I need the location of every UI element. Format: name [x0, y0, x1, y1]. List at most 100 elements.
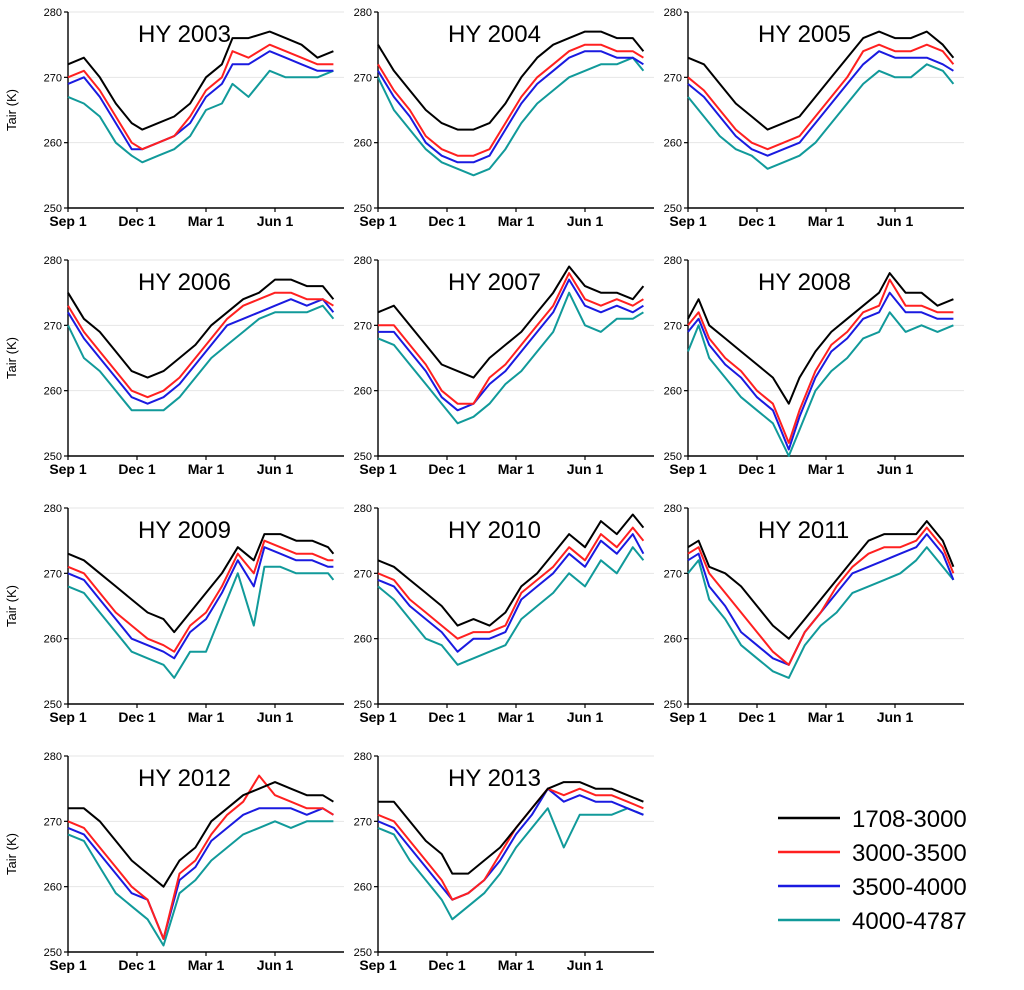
series-line — [377, 546, 645, 666]
x-tick-label: Sep 1 — [49, 213, 87, 229]
x-tick-label: Dec 1 — [738, 213, 776, 229]
x-tick-label: Dec 1 — [118, 709, 156, 725]
series-line — [377, 533, 645, 653]
series-line — [67, 291, 334, 399]
chart-title: HY 2003 — [138, 21, 231, 48]
series-line — [67, 774, 334, 940]
series-line — [67, 298, 335, 405]
y-axis-label: Tair (K) — [4, 89, 19, 131]
series-line — [67, 278, 335, 379]
x-tick-label: Mar 1 — [498, 957, 535, 973]
x-tick-label: Mar 1 — [808, 461, 845, 477]
y-tick-label: 270 — [664, 320, 682, 332]
series-line — [687, 546, 955, 679]
x-tick-label: Dec 1 — [118, 461, 156, 477]
x-tick-label: Dec 1 — [738, 461, 776, 477]
series-line — [687, 30, 955, 131]
x-tick-label: Mar 1 — [188, 461, 225, 477]
y-tick-label: 250 — [44, 203, 62, 215]
x-tick-label: Jun 1 — [567, 709, 604, 725]
chart-panel: 250 260 270 280 Sep 1 Dec 1 Mar 1 Jun 1 HY 2011 — [664, 503, 964, 725]
legend-label: 3500-4000 — [852, 874, 967, 901]
x-tick-label: Sep 1 — [359, 461, 397, 477]
y-tick-label: 270 — [44, 320, 62, 332]
x-tick-label: Mar 1 — [498, 461, 535, 477]
y-tick-label: 270 — [354, 816, 372, 828]
y-tick-label: 250 — [664, 699, 682, 711]
chart-panel: 250 260 270 280 Sep 1 Dec 1 Mar 1 Jun 1 HY 2008 — [664, 255, 964, 477]
series-line — [377, 807, 644, 921]
legend-item: 3500-4000 — [778, 874, 967, 901]
x-tick-label: Jun 1 — [877, 709, 914, 725]
y-tick-label: 280 — [44, 751, 62, 763]
series-line — [67, 820, 334, 947]
x-tick-label: Sep 1 — [49, 461, 87, 477]
y-tick-label: 250 — [354, 947, 372, 959]
y-tick-label: 280 — [44, 255, 62, 267]
y-tick-label: 270 — [354, 72, 372, 84]
chart-panel: 250 260 270 280 Sep 1 Dec 1 Mar 1 Jun 1 Tair (K)… — [4, 255, 344, 477]
series-line — [377, 30, 645, 131]
x-tick-label: Jun 1 — [257, 957, 294, 973]
x-tick-label: Sep 1 — [669, 709, 707, 725]
y-tick-label: 250 — [354, 699, 372, 711]
x-tick-label: Mar 1 — [808, 709, 845, 725]
y-tick-label: 250 — [44, 947, 62, 959]
y-tick-label: 270 — [44, 816, 62, 828]
y-tick-label: 270 — [354, 568, 372, 580]
y-tick-label: 270 — [664, 72, 682, 84]
x-tick-label: Jun 1 — [567, 461, 604, 477]
x-tick-label: Mar 1 — [808, 213, 845, 229]
x-tick-label: Jun 1 — [257, 709, 294, 725]
chart-title: HY 2006 — [138, 269, 231, 296]
series-line — [377, 43, 644, 157]
y-axis-label: Tair (K) — [4, 585, 19, 627]
series-line — [67, 50, 334, 151]
series-line — [67, 30, 334, 131]
y-tick-label: 270 — [664, 568, 682, 580]
y-tick-label: 250 — [664, 451, 682, 463]
y-tick-label: 260 — [664, 634, 682, 646]
legend-item: 1708-3000 — [778, 806, 967, 833]
chart-panels: 250 260 270 280 Sep 1 Dec 1 Mar 1 Jun 1 Tair (K)… — [4, 7, 964, 973]
legend-label: 1708-3000 — [852, 806, 967, 833]
legend-item: 3000-3500 — [778, 840, 967, 867]
legend-label: 4000-4787 — [852, 908, 967, 935]
x-tick-label: Jun 1 — [567, 957, 604, 973]
x-tick-label: Dec 1 — [428, 709, 466, 725]
series-line — [687, 278, 954, 444]
x-tick-label: Dec 1 — [118, 213, 156, 229]
y-tick-label: 270 — [44, 568, 62, 580]
y-tick-label: 260 — [44, 634, 62, 646]
series-line — [377, 787, 644, 901]
x-tick-label: Mar 1 — [188, 957, 225, 973]
x-tick-label: Jun 1 — [877, 461, 914, 477]
y-axis-label: Tair (K) — [4, 337, 19, 379]
x-tick-label: Sep 1 — [49, 709, 87, 725]
series-line — [377, 265, 645, 379]
x-tick-label: Mar 1 — [498, 709, 535, 725]
x-tick-label: Jun 1 — [877, 213, 914, 229]
series-line — [687, 526, 955, 666]
y-tick-label: 260 — [354, 882, 372, 894]
series-line — [687, 520, 955, 640]
series-line — [377, 513, 645, 627]
series-line — [377, 50, 644, 164]
y-tick-label: 280 — [664, 7, 682, 19]
x-tick-label: Dec 1 — [428, 213, 466, 229]
series-line — [67, 533, 335, 634]
chart-title: HY 2008 — [758, 269, 851, 296]
series-line — [687, 291, 954, 451]
series-line — [68, 781, 334, 888]
series-line — [378, 272, 644, 405]
y-tick-label: 280 — [354, 7, 372, 19]
x-tick-label: Sep 1 — [669, 461, 707, 477]
x-tick-label: Sep 1 — [669, 213, 707, 229]
chart-panel: 250 260 270 280 Sep 1 Dec 1 Mar 1 Jun 1 HY 2005 — [664, 7, 964, 229]
y-tick-label: 260 — [354, 138, 372, 150]
series-line — [67, 69, 334, 164]
legend-label: 3000-3500 — [852, 840, 967, 867]
series-line — [67, 539, 334, 653]
series-line — [378, 278, 644, 412]
